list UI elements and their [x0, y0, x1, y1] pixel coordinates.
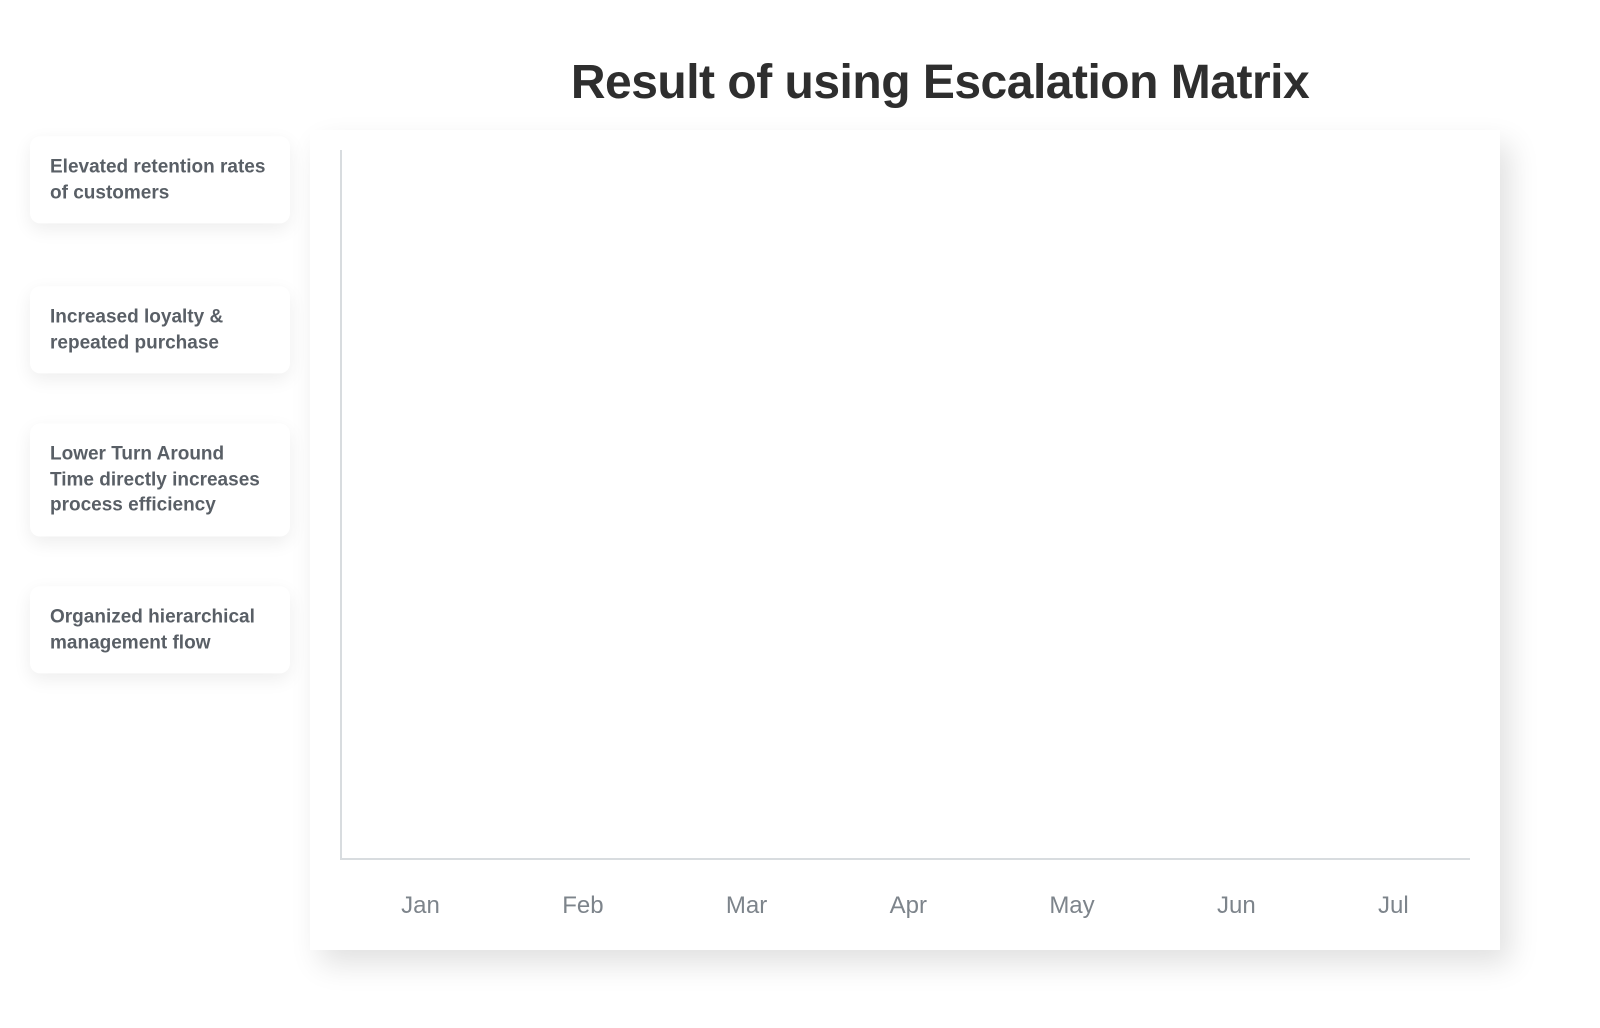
legend-label: Organized hierarchical management flow	[30, 586, 290, 673]
legend-item: Elevated retention rates of customers	[30, 136, 290, 223]
x-axis-label: Jun	[1217, 892, 1256, 920]
chart-title: Result of using Escalation Matrix	[0, 55, 1600, 110]
legend-item: Organized hierarchical management flow	[30, 586, 290, 673]
x-axis-label: Mar	[726, 892, 767, 920]
legend-item: Increased loyalty & repeated purchase	[30, 286, 290, 373]
x-axis-label: Apr	[890, 892, 927, 920]
x-axis-label: Jan	[401, 892, 440, 920]
legend-label: Elevated retention rates of customers	[30, 136, 290, 223]
legend-label: Lower Turn Around Time directly increase…	[30, 424, 290, 537]
x-axis-label: Feb	[562, 892, 603, 920]
infographic-canvas: Result of using Escalation Matrix Elevat…	[0, 0, 1600, 1028]
legend-label: Increased loyalty & repeated purchase	[30, 286, 290, 373]
x-axis-label: Jul	[1378, 892, 1409, 920]
chart-plot-area	[340, 150, 1470, 860]
chart-card: Jan Feb Mar Apr May Jun Jul	[310, 130, 1500, 950]
legend-item: Lower Turn Around Time directly increase…	[30, 424, 290, 537]
bar-groups	[342, 150, 1470, 858]
x-axis-label: May	[1049, 892, 1094, 920]
x-axis-labels: Jan Feb Mar Apr May Jun Jul	[340, 892, 1470, 920]
